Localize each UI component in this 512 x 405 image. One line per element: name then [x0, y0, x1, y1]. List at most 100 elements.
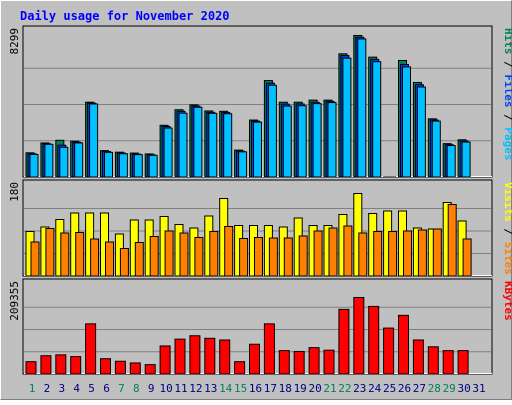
x-label-day-20: 20 — [308, 382, 321, 395]
bar-sites-day-19 — [299, 236, 307, 276]
x-label-day-12: 12 — [189, 382, 202, 395]
x-label-day-31: 31 — [472, 382, 485, 395]
bar-sites-day-10 — [165, 231, 173, 276]
x-label-day-1: 1 — [29, 382, 36, 395]
middle-ymax-label: 180 — [8, 182, 21, 202]
bar-kbytes-day-19 — [294, 351, 304, 374]
bar-sites-day-24 — [374, 232, 382, 277]
x-label-day-4: 4 — [73, 382, 80, 395]
bar-pages-day-27 — [417, 87, 425, 177]
x-label-day-16: 16 — [249, 382, 262, 395]
x-label-day-21: 21 — [323, 382, 336, 395]
bar-kbytes-day-25 — [384, 328, 394, 374]
bar-sites-day-25 — [389, 232, 397, 277]
bar-sites-day-4 — [76, 233, 84, 277]
bar-pages-day-8 — [134, 155, 142, 177]
bar-sites-day-11 — [180, 233, 188, 276]
bar-pages-day-11 — [179, 113, 187, 177]
x-label-day-25: 25 — [383, 382, 396, 395]
bar-sites-day-12 — [195, 238, 203, 277]
bar-kbytes-day-16 — [250, 344, 260, 374]
x-label-day-27: 27 — [413, 382, 426, 395]
x-label-day-14: 14 — [219, 382, 233, 395]
x-label-day-30: 30 — [457, 382, 470, 395]
legend-hits: Hits — [502, 28, 512, 55]
legend-visits: Visits — [502, 182, 512, 222]
bar-kbytes-day-28 — [428, 347, 438, 374]
x-label-day-11: 11 — [174, 382, 187, 395]
bar-pages-day-3 — [60, 147, 68, 177]
bar-kbytes-day-26 — [399, 315, 409, 374]
bar-pages-day-16 — [254, 122, 262, 177]
bar-sites-day-9 — [150, 237, 158, 277]
bar-sites-day-29 — [448, 205, 456, 277]
bar-kbytes-day-5 — [86, 324, 96, 374]
bar-kbytes-day-6 — [101, 359, 111, 374]
x-label-day-6: 6 — [103, 382, 110, 395]
bar-sites-day-23 — [359, 233, 367, 276]
x-label-day-2: 2 — [44, 382, 51, 395]
x-label-day-13: 13 — [204, 382, 217, 395]
bar-kbytes-day-15 — [235, 362, 245, 374]
bar-pages-day-21 — [328, 103, 336, 177]
bar-pages-day-26 — [403, 67, 411, 177]
x-label-day-5: 5 — [88, 382, 95, 395]
bar-pages-day-23 — [358, 39, 366, 177]
bar-pages-day-1 — [30, 154, 38, 177]
top-ymax-label: 8299 — [8, 28, 21, 55]
bar-sites-day-21 — [329, 228, 337, 276]
bar-kbytes-day-14 — [220, 340, 230, 374]
bar-sites-day-3 — [61, 233, 69, 276]
bar-pages-day-17 — [268, 85, 276, 177]
bar-sites-day-22 — [344, 226, 352, 276]
bar-pages-day-28 — [432, 121, 440, 177]
bar-pages-day-24 — [373, 62, 381, 177]
bar-sites-day-28 — [433, 229, 441, 276]
legend-separator: / — [502, 222, 512, 242]
x-label-day-18: 18 — [279, 382, 292, 395]
bar-kbytes-day-17 — [264, 324, 274, 374]
bar-pages-day-14 — [224, 114, 232, 177]
x-label-day-24: 24 — [368, 382, 382, 395]
bar-kbytes-day-2 — [41, 356, 51, 374]
bar-sites-day-16 — [255, 238, 263, 277]
bottom-right-legend: KBytes — [502, 281, 512, 321]
bar-sites-day-5 — [91, 239, 99, 276]
bar-kbytes-day-29 — [443, 351, 453, 374]
bar-sites-day-20 — [314, 231, 322, 276]
bar-sites-day-18 — [284, 238, 292, 276]
bar-pages-day-5 — [90, 104, 98, 177]
bar-pages-day-13 — [209, 113, 217, 177]
bar-sites-day-13 — [210, 232, 218, 277]
x-label-day-8: 8 — [133, 382, 140, 395]
x-label-day-19: 19 — [294, 382, 307, 395]
bar-pages-day-18 — [283, 106, 291, 177]
bar-sites-day-2 — [46, 229, 54, 277]
bar-pages-day-9 — [149, 155, 157, 177]
legend-separator: / — [502, 108, 512, 128]
bar-sites-day-1 — [31, 242, 39, 276]
legend-separator: / — [502, 55, 512, 75]
bar-sites-day-14 — [225, 227, 233, 277]
bar-pages-day-2 — [45, 144, 53, 177]
x-label-day-7: 7 — [118, 382, 125, 395]
bar-pages-day-15 — [239, 152, 247, 177]
bar-pages-day-12 — [194, 107, 202, 177]
bar-sites-day-6 — [106, 242, 114, 276]
bar-kbytes-day-22 — [339, 309, 349, 374]
bar-kbytes-day-7 — [115, 361, 125, 374]
bar-sites-day-30 — [463, 239, 471, 276]
bar-pages-day-19 — [298, 106, 306, 177]
x-label-day-26: 26 — [398, 382, 411, 395]
chart-title: Daily usage for November 2020 — [20, 9, 230, 23]
bar-pages-day-7 — [119, 154, 127, 177]
bar-sites-day-17 — [269, 238, 277, 276]
bottom-ymax-label: 209355 — [8, 281, 21, 321]
legend-pages: Pages — [502, 127, 512, 160]
legend-kbytes: KBytes — [502, 281, 512, 321]
bar-kbytes-day-1 — [26, 362, 36, 374]
bar-kbytes-day-9 — [145, 365, 155, 374]
x-label-day-3: 3 — [58, 382, 65, 395]
